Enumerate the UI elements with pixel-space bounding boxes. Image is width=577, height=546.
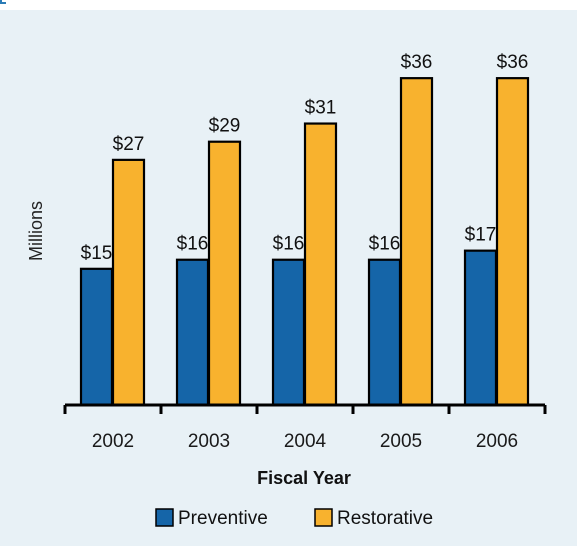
- legend-label-restorative: Restorative: [337, 508, 433, 529]
- data-label-restorative-2002: $27: [113, 134, 145, 155]
- legend-swatch-preventive: [155, 508, 174, 527]
- legend: Preventive Restorative: [155, 508, 433, 529]
- x-tick-label-2004: 2004: [284, 431, 327, 452]
- data-labels-group: $15 $27 $16 $29 $16 $31 $16 $36 $17 $36: [81, 52, 529, 264]
- legend-label-preventive: Preventive: [178, 508, 268, 529]
- x-axis-title: Fiscal Year: [257, 468, 351, 488]
- data-label-preventive-2004: $16: [273, 234, 305, 255]
- data-label-restorative-2004: $31: [305, 98, 337, 119]
- bar-preventive-2005: [367, 258, 402, 407]
- bars-group: [79, 77, 530, 407]
- x-tick-label-2003: 2003: [188, 431, 230, 452]
- corner-mark: [0, 0, 6, 4]
- bar-preventive-2004: [271, 258, 306, 407]
- bar-restorative-2004: [303, 122, 338, 407]
- data-label-restorative-2005: $36: [401, 52, 433, 73]
- bar-restorative-2002: [111, 158, 146, 407]
- bar-restorative-2006: [495, 77, 530, 407]
- bar-preventive-2003: [175, 258, 210, 407]
- x-tick-label-2002: 2002: [92, 431, 134, 452]
- data-label-preventive-2006: $17: [465, 225, 497, 246]
- data-label-restorative-2003: $29: [209, 116, 241, 137]
- bar-restorative-2005: [399, 77, 434, 407]
- data-label-restorative-2006: $36: [497, 52, 529, 73]
- bar-preventive-2006: [463, 249, 498, 407]
- x-tick-labels: 2002 2003 2004 2005 2006: [92, 431, 518, 452]
- x-axis: [63, 403, 547, 414]
- bar-preventive-2002: [79, 267, 114, 407]
- x-tick-label-2005: 2005: [380, 431, 422, 452]
- data-label-preventive-2003: $16: [177, 234, 209, 255]
- y-axis-title: Millions: [26, 201, 46, 261]
- data-label-preventive-2005: $16: [369, 234, 401, 255]
- data-label-preventive-2002: $15: [81, 243, 113, 264]
- x-tick-label-2006: 2006: [476, 431, 518, 452]
- bar-restorative-2003: [207, 140, 242, 407]
- legend-swatch-restorative: [314, 508, 333, 527]
